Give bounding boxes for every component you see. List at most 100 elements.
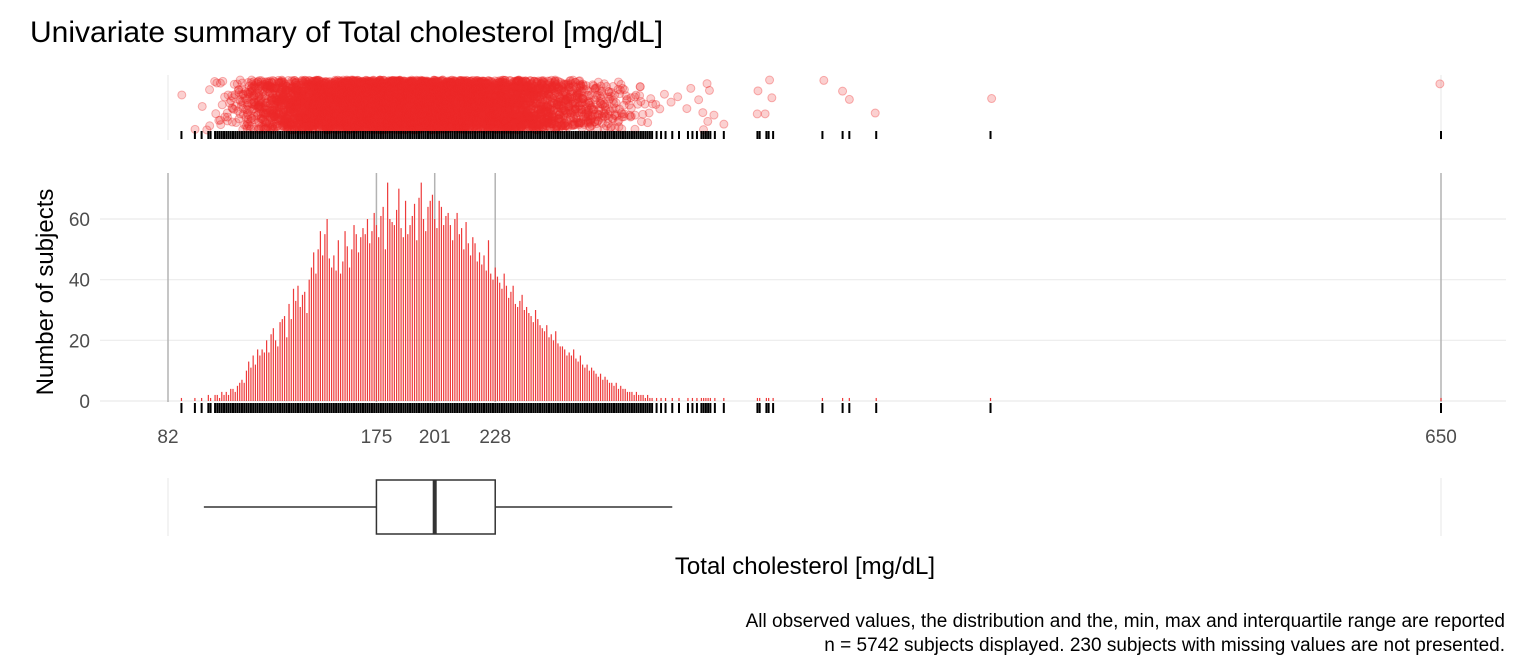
data-point xyxy=(240,120,250,130)
data-point xyxy=(269,76,279,86)
data-point xyxy=(254,90,264,100)
data-point xyxy=(245,92,255,102)
data-point xyxy=(272,101,282,111)
data-point xyxy=(258,87,268,97)
data-point xyxy=(251,107,261,117)
data-point xyxy=(253,109,263,119)
data-point xyxy=(255,81,265,91)
data-point xyxy=(273,97,283,107)
data-point xyxy=(243,77,253,87)
data-point xyxy=(263,81,273,91)
data-point xyxy=(243,89,253,99)
data-point xyxy=(249,91,259,101)
data-point xyxy=(268,106,278,116)
data-point xyxy=(268,121,278,131)
data-point xyxy=(247,99,257,109)
data-point xyxy=(262,105,272,115)
data-point xyxy=(258,115,268,125)
data-point xyxy=(267,83,277,93)
data-point xyxy=(275,89,285,99)
data-point xyxy=(265,91,275,101)
data-point xyxy=(244,104,254,114)
data-point xyxy=(227,91,237,101)
data-point xyxy=(249,80,259,90)
data-point xyxy=(259,81,269,91)
data-point xyxy=(252,88,262,98)
data-point xyxy=(257,77,267,87)
data-point xyxy=(272,90,282,100)
data-point xyxy=(268,95,278,105)
data-point xyxy=(261,82,271,92)
data-point xyxy=(253,77,263,87)
data-point xyxy=(261,82,271,92)
data-point xyxy=(217,100,227,110)
data-point xyxy=(246,83,256,93)
data-point xyxy=(243,110,253,120)
data-point xyxy=(269,111,279,121)
data-point xyxy=(260,101,270,111)
data-point xyxy=(273,75,283,85)
data-point xyxy=(243,114,253,124)
data-point xyxy=(237,96,247,106)
data-point xyxy=(242,100,252,110)
data-point xyxy=(275,95,285,105)
data-point xyxy=(218,76,228,86)
data-point xyxy=(261,98,271,108)
data-point xyxy=(249,100,259,110)
data-point xyxy=(269,86,279,96)
data-point xyxy=(225,98,235,108)
data-point xyxy=(254,118,264,128)
data-point xyxy=(272,121,282,131)
data-point xyxy=(274,103,284,113)
data-point xyxy=(249,97,259,107)
data-point xyxy=(277,82,287,92)
data-point xyxy=(237,84,247,94)
data-point xyxy=(266,113,276,123)
data-point xyxy=(264,118,274,128)
data-point xyxy=(244,121,254,131)
data-point xyxy=(245,87,255,97)
data-point xyxy=(266,93,276,103)
data-point xyxy=(258,109,268,119)
data-point xyxy=(244,89,254,99)
data-point xyxy=(215,115,225,125)
data-point xyxy=(260,91,270,101)
data-point xyxy=(269,101,279,111)
data-point xyxy=(278,82,288,92)
data-point xyxy=(275,109,285,119)
data-point xyxy=(253,92,263,102)
data-point xyxy=(237,78,247,88)
data-point xyxy=(270,81,280,91)
data-point xyxy=(270,100,280,110)
data-point xyxy=(211,109,221,119)
data-point xyxy=(271,95,281,105)
data-point xyxy=(223,116,233,126)
data-point xyxy=(269,108,279,118)
strip-plot-panel xyxy=(167,75,1445,140)
data-point xyxy=(264,81,274,91)
data-point xyxy=(260,108,270,118)
data-point xyxy=(267,82,277,92)
data-point xyxy=(241,112,251,122)
data-point xyxy=(270,112,280,122)
data-point xyxy=(274,96,284,106)
data-point xyxy=(259,108,269,118)
data-point xyxy=(197,101,207,111)
data-point xyxy=(258,79,268,89)
data-point xyxy=(267,94,277,104)
data-point xyxy=(229,79,239,89)
data-point xyxy=(243,105,253,115)
data-point xyxy=(256,76,266,86)
data-point xyxy=(241,104,251,114)
data-point xyxy=(264,103,274,113)
data-point xyxy=(274,77,284,87)
data-point xyxy=(274,91,284,101)
data-point xyxy=(234,87,244,97)
data-point xyxy=(243,98,253,108)
data-point xyxy=(247,79,257,89)
data-point xyxy=(251,83,261,93)
data-point xyxy=(278,107,288,117)
data-point xyxy=(227,117,237,127)
data-point xyxy=(269,112,279,122)
data-point xyxy=(253,103,263,113)
